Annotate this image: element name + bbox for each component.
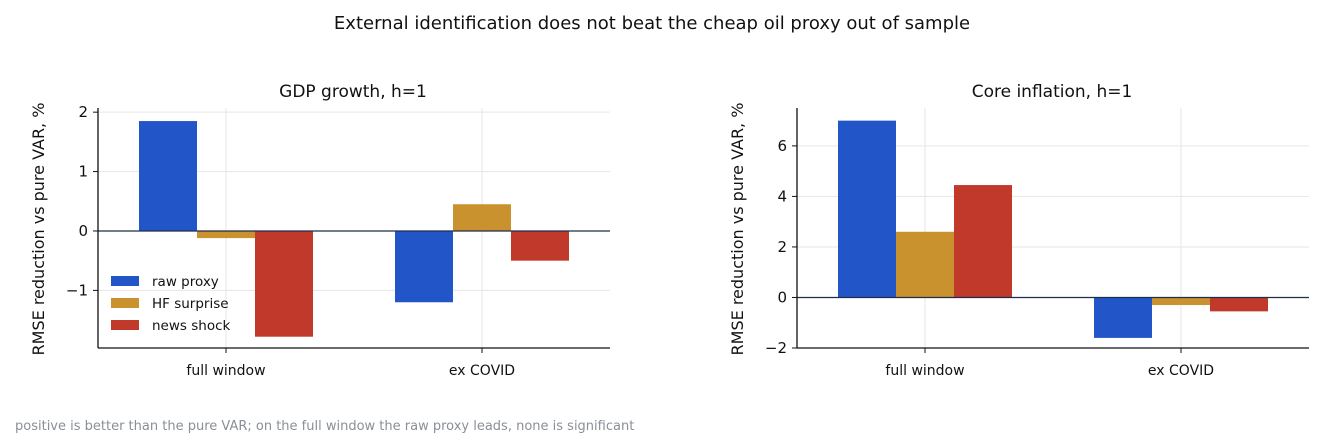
legend-swatch xyxy=(111,320,139,330)
bar-raw-proxy xyxy=(139,121,197,231)
bars xyxy=(139,121,569,337)
panel-core-inflation: Core inflation, h=1 RMSE reduction vs pu… xyxy=(728,82,1309,379)
y-tick-label: 1 xyxy=(78,163,88,181)
legend-swatch xyxy=(111,298,139,308)
legend-label: raw proxy xyxy=(152,274,219,290)
bar-news-shock xyxy=(511,230,569,261)
y-tick-label: 0 xyxy=(78,222,88,240)
axes: −2 0 2 4 6 full window ex COVID xyxy=(765,108,1309,379)
y-tick-label: 2 xyxy=(777,238,787,256)
x-tick-label: ex COVID xyxy=(1148,363,1214,379)
footnote: positive is better than the pure VAR; on… xyxy=(15,419,634,434)
x-tick-label: full window xyxy=(885,363,964,379)
panel-gdp-growth: GDP growth, h=1 RMSE reduction vs pure V… xyxy=(29,82,610,379)
y-tick-label: 0 xyxy=(777,288,787,306)
bar-news-shock xyxy=(255,230,313,337)
bar-hf-surprise xyxy=(896,231,954,298)
bar-raw-proxy xyxy=(838,120,896,298)
y-tick-label: −2 xyxy=(765,339,787,357)
y-tick-label: 2 xyxy=(78,103,88,121)
y-axis-label: RMSE reduction vs pure VAR, % xyxy=(728,103,747,356)
legend-swatch xyxy=(111,276,139,286)
bars xyxy=(838,120,1268,338)
legend-label: HF surprise xyxy=(152,296,229,312)
y-axis-label: RMSE reduction vs pure VAR, % xyxy=(29,103,48,356)
bar-news-shock xyxy=(954,185,1012,298)
bar-hf-surprise xyxy=(453,204,511,231)
bar-raw-proxy xyxy=(1094,297,1152,338)
figure-suptitle: External identification does not beat th… xyxy=(334,13,970,34)
bar-news-shock xyxy=(1210,297,1268,312)
y-tick-label: 6 xyxy=(777,137,787,155)
x-tick-label: ex COVID xyxy=(449,363,515,379)
legend-label: news shock xyxy=(152,318,230,334)
x-tick-label: full window xyxy=(186,363,265,379)
panel-title: Core inflation, h=1 xyxy=(972,82,1133,102)
axes: −1 0 1 2 full window ex COVID xyxy=(66,103,610,379)
y-tick-label: −1 xyxy=(66,281,88,299)
bar-hf-surprise xyxy=(197,230,255,239)
bar-hf-surprise xyxy=(1152,297,1210,306)
legend: raw proxy HF surprise news shock xyxy=(111,274,230,334)
y-tick-label: 4 xyxy=(777,187,787,205)
panel-title: GDP growth, h=1 xyxy=(279,82,427,102)
bar-raw-proxy xyxy=(395,230,453,303)
